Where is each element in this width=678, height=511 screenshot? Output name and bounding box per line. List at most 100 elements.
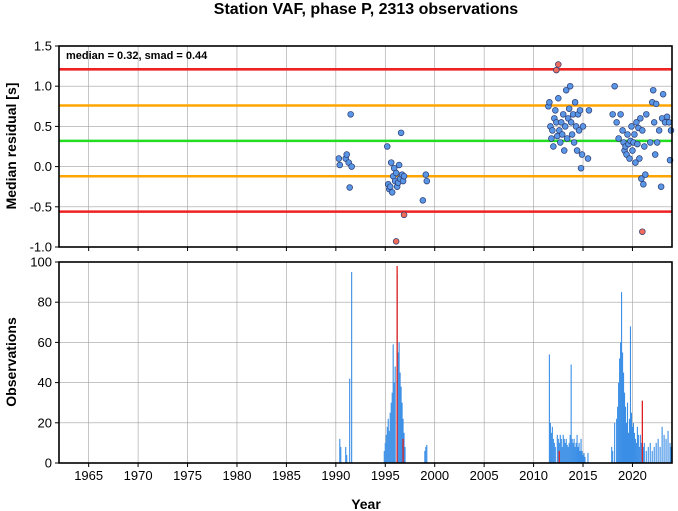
- observations-ytick-label-2: 40: [38, 375, 52, 390]
- residual-point-0-0: [335, 155, 343, 162]
- residual-point-0-8: [384, 143, 391, 150]
- observations-ytick-label-1: 20: [38, 415, 52, 430]
- residual-point-0-90: [637, 115, 644, 122]
- residual-point-0-55: [570, 139, 578, 146]
- residual-ytick-label-5: 1.5: [34, 39, 52, 54]
- residual-point-0-41: [557, 139, 564, 146]
- residual-point-0-66: [585, 107, 593, 114]
- residual-point-1-1: [400, 211, 408, 219]
- residual-point-0-84: [631, 131, 638, 138]
- xtick-label-2000: 2000: [420, 468, 449, 483]
- residual-point-0-34: [550, 143, 557, 150]
- residual-point-0-97: [646, 139, 654, 146]
- observations-ytick-label-4: 80: [38, 295, 52, 310]
- residual-point-0-93: [640, 181, 647, 188]
- residual-point-0-50: [565, 105, 573, 112]
- residual-point-0-58: [573, 147, 581, 154]
- residual-point-0-96: [643, 111, 650, 118]
- residual-point-0-46: [561, 123, 569, 130]
- residual-point-0-32: [548, 135, 555, 142]
- xtick-label-1970: 1970: [124, 468, 153, 483]
- residual-point-0-56: [571, 99, 579, 106]
- xtick-label-1980: 1980: [223, 468, 252, 483]
- residual-point-0-11: [386, 183, 394, 190]
- residual-point-1-3: [555, 61, 562, 68]
- residual-y-axis-label: Median residual [s]: [3, 83, 19, 210]
- residual-point-0-102: [652, 100, 660, 108]
- residual-point-0-100: [650, 119, 658, 126]
- residual-point-0-63: [578, 151, 586, 158]
- xtick-label-1995: 1995: [371, 468, 400, 483]
- residual-ytick-label-4: 1.0: [34, 79, 52, 94]
- xtick-label-2020: 2020: [618, 468, 647, 483]
- median-smad-annotation: median = 0.32, smad = 0.44: [66, 50, 208, 62]
- residual-point-0-95: [642, 171, 649, 178]
- year-x-ticks: 1965 1970 1975 1980 1985 1990 1995 2000 2005 2010…: [74, 463, 647, 483]
- residual-points: [335, 61, 675, 245]
- residual-point-0-86: [633, 119, 640, 126]
- residual-point-0-12: [387, 159, 395, 166]
- observations-ytick-label-0: 0: [45, 456, 52, 471]
- residual-ytick-label-0: -1.0: [30, 240, 52, 255]
- residual-point-0-99: [649, 86, 657, 94]
- residual-point-0-33: [549, 127, 556, 134]
- residual-point-0-17: [392, 169, 400, 177]
- observations-ytick-label-5: 100: [30, 255, 52, 270]
- residual-point-0-53: [568, 131, 576, 138]
- residual-point-0-7: [348, 163, 355, 170]
- residual-point-0-101: [651, 151, 659, 158]
- residual-point-0-42: [558, 119, 565, 126]
- observations-panel: 0 20 40 60 80 100 1965 1970 1975 1980 1985 1990 199…: [3, 255, 673, 511]
- residual-point-0-25: [400, 172, 408, 180]
- residual-point-0-27: [422, 171, 430, 178]
- residual-point-0-85: [632, 159, 639, 166]
- residual-point-0-5: [346, 184, 353, 191]
- residual-ytick-label-2: 0.0: [34, 159, 52, 174]
- observations-grid: [59, 261, 672, 464]
- year-x-axis-label: Year: [351, 496, 381, 511]
- residual-y-ticks: -1.0 -0.5 0.0 0.5 1.0 1.5: [30, 39, 633, 255]
- residual-point-0-60: [575, 127, 583, 134]
- residual-point-0-67: [609, 111, 616, 118]
- residual-point-0-52: [567, 119, 575, 126]
- xtick-label-1990: 1990: [321, 468, 350, 483]
- residual-point-0-112: [667, 127, 675, 134]
- residual-point-0-44: [559, 111, 567, 118]
- residual-point-0-72: [619, 127, 626, 134]
- residual-point-0-81: [628, 123, 635, 130]
- residual-point-0-105: [657, 183, 665, 190]
- chart-title: Station VAF, phase P, 2313 observations: [214, 1, 519, 18]
- residual-point-0-79: [626, 155, 633, 162]
- residual-point-0-30: [546, 99, 553, 106]
- residual-point-0-61: [576, 107, 584, 114]
- residual-point-0-51: [566, 82, 574, 90]
- xtick-label-2010: 2010: [519, 468, 548, 483]
- reference-lines: [59, 68, 672, 213]
- residual-point-0-71: [617, 111, 624, 118]
- xtick-label-1975: 1975: [173, 468, 202, 483]
- residual-point-0-91: [638, 175, 645, 182]
- residual-point-0-28: [423, 177, 431, 185]
- residual-point-0-70: [615, 135, 622, 142]
- residual-point-0-6: [347, 111, 354, 118]
- observations-y-axis-label: Observations: [3, 317, 19, 407]
- residual-point-0-110: [665, 119, 673, 126]
- residual-point-0-109: [663, 113, 671, 121]
- residual-point-0-48: [563, 135, 571, 142]
- residual-point-0-82: [629, 147, 636, 154]
- residual-point-0-39: [555, 95, 562, 102]
- residual-point-0-92: [639, 127, 646, 134]
- residual-point-1-2: [553, 66, 560, 74]
- residual-point-0-20: [395, 161, 403, 169]
- residual-ytick-label-1: -0.5: [30, 199, 52, 214]
- residual-point-0-36: [552, 107, 559, 114]
- residual-point-0-62: [577, 164, 585, 172]
- residual-point-0-26: [419, 197, 427, 204]
- residual-point-0-13: [388, 189, 396, 196]
- residual-grid: [59, 45, 672, 248]
- residual-point-0-45: [560, 147, 568, 154]
- residual-point-1-0: [392, 238, 400, 245]
- residual-point-0-103: [653, 139, 661, 146]
- residual-point-1-4: [639, 228, 646, 235]
